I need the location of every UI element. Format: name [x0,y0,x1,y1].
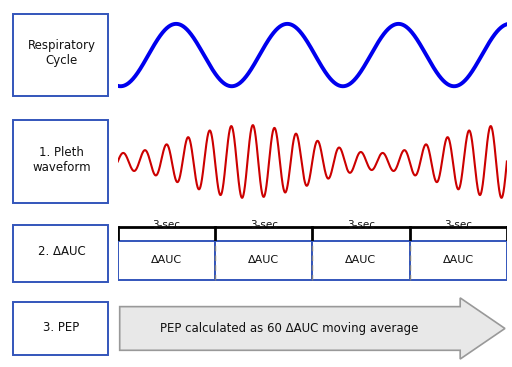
Text: 3-sec: 3-sec [444,220,472,230]
Text: ΔAUC: ΔAUC [443,255,474,265]
FancyBboxPatch shape [13,120,108,203]
Text: ΔAUC: ΔAUC [248,255,279,265]
Text: PEP calculated as 60 ΔAUC moving average: PEP calculated as 60 ΔAUC moving average [160,322,418,335]
FancyBboxPatch shape [215,241,312,280]
FancyBboxPatch shape [118,241,215,280]
Text: 1. Pleth
waveform: 1. Pleth waveform [32,146,91,174]
FancyBboxPatch shape [13,225,108,281]
Text: 3-sec: 3-sec [250,220,278,230]
Text: 3-sec: 3-sec [153,220,180,230]
Text: ΔAUC: ΔAUC [151,255,182,265]
FancyBboxPatch shape [13,14,108,96]
FancyBboxPatch shape [13,302,108,355]
Polygon shape [120,298,505,359]
Text: Respiratory
Cycle: Respiratory Cycle [28,39,95,67]
FancyBboxPatch shape [410,241,507,280]
Text: 3-sec: 3-sec [347,220,375,230]
Text: 2. ΔAUC: 2. ΔAUC [37,246,86,258]
Text: 3. PEP: 3. PEP [44,321,79,334]
Text: ΔAUC: ΔAUC [346,255,376,265]
FancyBboxPatch shape [312,241,410,280]
